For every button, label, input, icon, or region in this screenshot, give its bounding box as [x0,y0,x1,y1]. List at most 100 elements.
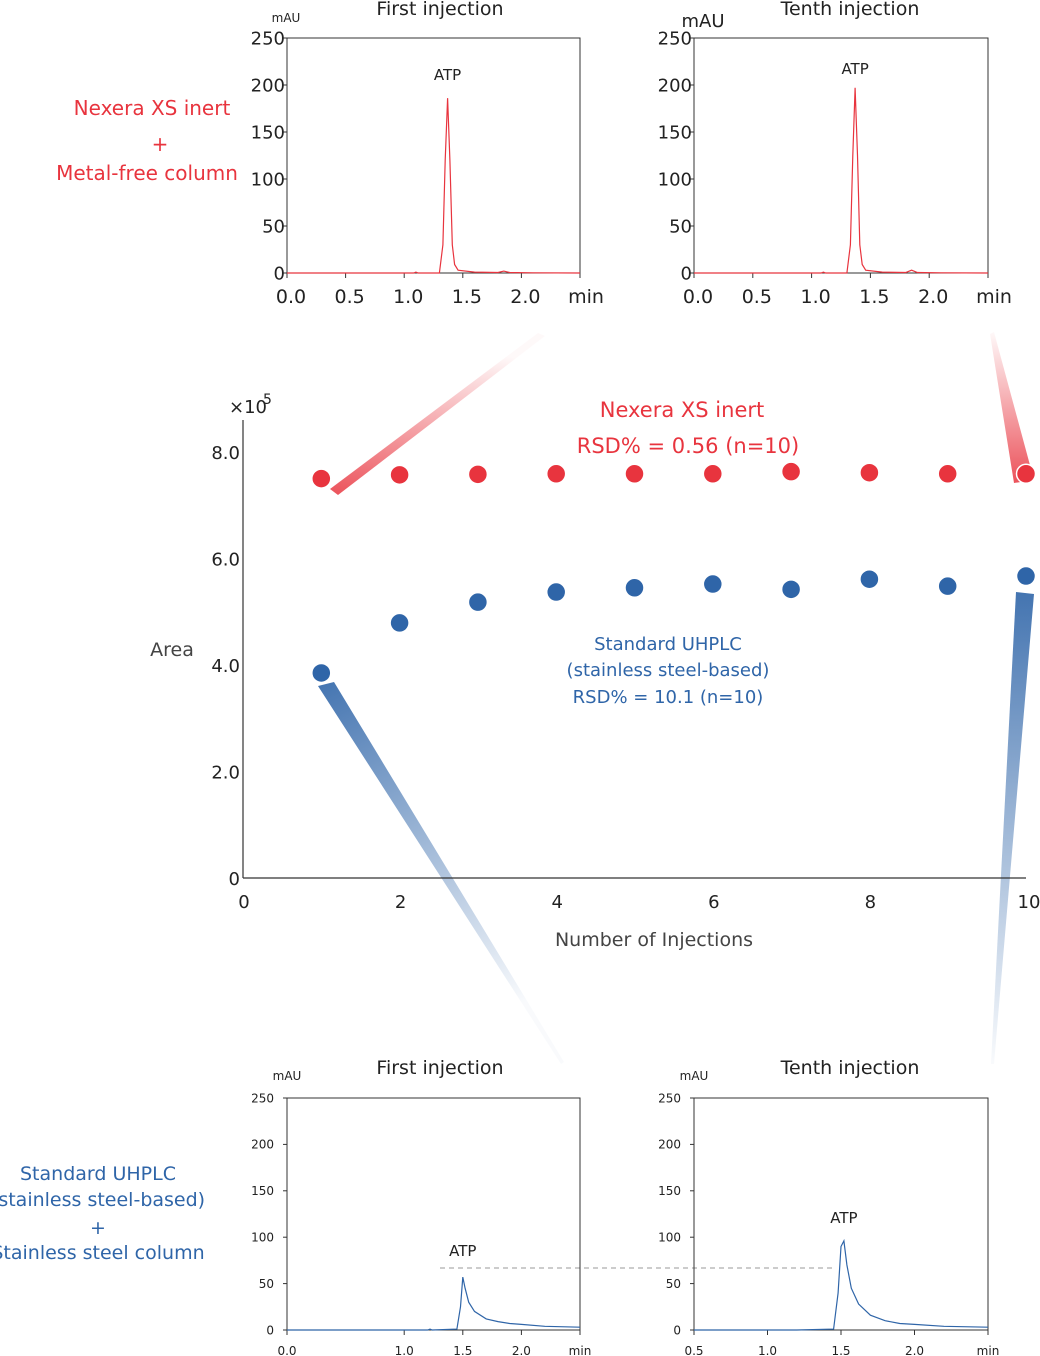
y-multiplier: ×10 [229,397,267,418]
y-tick-label: 0 [681,263,692,284]
data-point-standard [624,577,645,599]
y-axis-unit: mAU [272,11,301,25]
data-point-nexera [624,463,645,485]
x-axis-unit: min [976,286,1012,308]
x-tick-label: 1.0 [395,1344,414,1356]
x-tick-label: 0.5 [334,286,364,308]
beam-blue-first [318,682,564,1064]
top-system-label: Nexera XS inert + Metal-free column [56,96,238,185]
x-tick-label: 1.0 [758,1344,777,1356]
y-tick-label: 0 [229,869,240,890]
x-tick-label: 4 [551,892,562,913]
data-point-standard [545,581,567,603]
x-tick-label: 0.0 [277,1344,296,1356]
series-rsd-nexera: RSD% = 0.56 (n=10) [577,434,799,458]
series-name-standard-line2: (stainless steel-based) [567,660,770,681]
chromatogram-trace [287,98,581,274]
y-axis-unit: mAU [680,1069,709,1083]
y-tick-label: 50 [259,1277,274,1291]
x-tick-label: 0 [238,892,249,913]
data-point-standard [311,662,332,684]
y-tick-label: 250 [251,1091,274,1105]
chrom-top-first: First injection mAU 0 50 100 150 200 250 0.0 0.5 1… [251,0,604,308]
chromatogram-trace [694,1238,989,1331]
peak-label: ATP [830,1209,857,1227]
y-tick-label: 150 [251,1184,274,1198]
bottom-system-line1: Standard UHPLC [20,1163,176,1185]
data-point-nexera [1015,463,1037,485]
x-axis-unit: min [568,286,604,308]
y-tick-label: 250 [251,28,285,49]
x-tick-label: 2 [395,892,406,913]
data-point-nexera [859,462,880,483]
y-tick-label: 4.0 [211,656,240,677]
area-vs-injections: ×105 0 2.0 4.0 6.0 8.0 0 2 4 6 8 10 Area Number of In… [150,392,1040,951]
y-tick-label: 50 [669,216,692,237]
chrom-bottom-first: First injection mAU 0 50 100 150 200 250 0.0 1.0 1… [251,1057,591,1356]
data-point-standard [389,612,410,634]
data-point-standard [937,575,958,597]
y-tick-label: 150 [658,1184,681,1198]
x-tick-label: 2.0 [905,1344,924,1356]
bottom-system-plus: + [90,1217,106,1239]
x-tick-label: 1.0 [393,286,423,308]
top-system-plus: + [152,132,169,156]
x-axis-unit: min [569,1344,592,1356]
y-tick-label: 250 [658,1091,681,1105]
y-axis-unit: mAU [273,1069,302,1083]
beam-red-tenth [990,332,1034,483]
x-tick-label: 6 [708,892,719,913]
y-tick-label: 8.0 [211,443,240,464]
data-point-standard [1015,565,1037,587]
y-tick-label: 250 [658,28,692,49]
y-tick-label: 6.0 [211,549,240,570]
y-tick-label: 200 [658,75,692,96]
y-tick-label: 100 [251,169,285,190]
y-tick-label: 200 [658,1138,681,1152]
data-point-nexera [937,463,958,485]
y-axis-unit: mAU [681,11,724,32]
x-tick-label: 0.5 [742,286,772,308]
top-system-line1: Nexera XS inert [74,96,231,120]
y-tick-label: 100 [251,1231,274,1245]
x-tick-label: 2.0 [918,286,948,308]
y-tick-label: 50 [666,1277,681,1291]
x-tick-label: 1.5 [453,1344,472,1356]
bottom-system-label: Standard UHPLC (stainless steel-based) +… [0,1163,205,1264]
chart-title: Tenth injection [780,1057,920,1079]
x-tick-label: 0.0 [276,286,306,308]
top-system-line2: Metal-free column [56,161,238,185]
data-point-standard [780,579,802,600]
x-tick-label: 2.0 [512,1344,531,1356]
beam-red-first [330,333,545,495]
chart-title: First injection [376,0,503,20]
x-axis-unit: min [977,1344,1000,1356]
x-tick-label: 2.0 [510,286,540,308]
data-point-nexera [702,463,724,485]
y-tick-label: 150 [658,122,692,143]
data-point-nexera [545,463,567,485]
data-point-nexera [311,468,332,489]
y-tick-label: 200 [251,75,285,96]
y-tick-label: 100 [658,1231,681,1245]
peak-label: ATP [434,66,461,84]
chart-title: First injection [376,1057,503,1079]
x-tick-label: 1.5 [452,286,482,308]
bottom-system-line2: (stainless steel-based) [0,1189,205,1211]
series-name-nexera: Nexera XS inert [600,398,764,422]
data-point-nexera [389,464,410,486]
beam-blue-tenth [991,592,1034,1064]
y-tick-label: 200 [251,1138,274,1152]
data-point-standard [859,568,880,590]
y-axis-label: Area [150,639,194,661]
x-axis-label: Number of Injections [555,929,753,951]
x-tick-label: 8 [865,892,876,913]
data-point-nexera [467,464,489,485]
x-tick-label: 0.5 [684,1344,703,1356]
data-point-standard [702,573,724,595]
bottom-system-line3: Stainless steel column [0,1242,205,1264]
data-point-nexera [780,461,802,482]
plot-frame [286,1097,581,1331]
y-tick-label: 150 [251,122,285,143]
